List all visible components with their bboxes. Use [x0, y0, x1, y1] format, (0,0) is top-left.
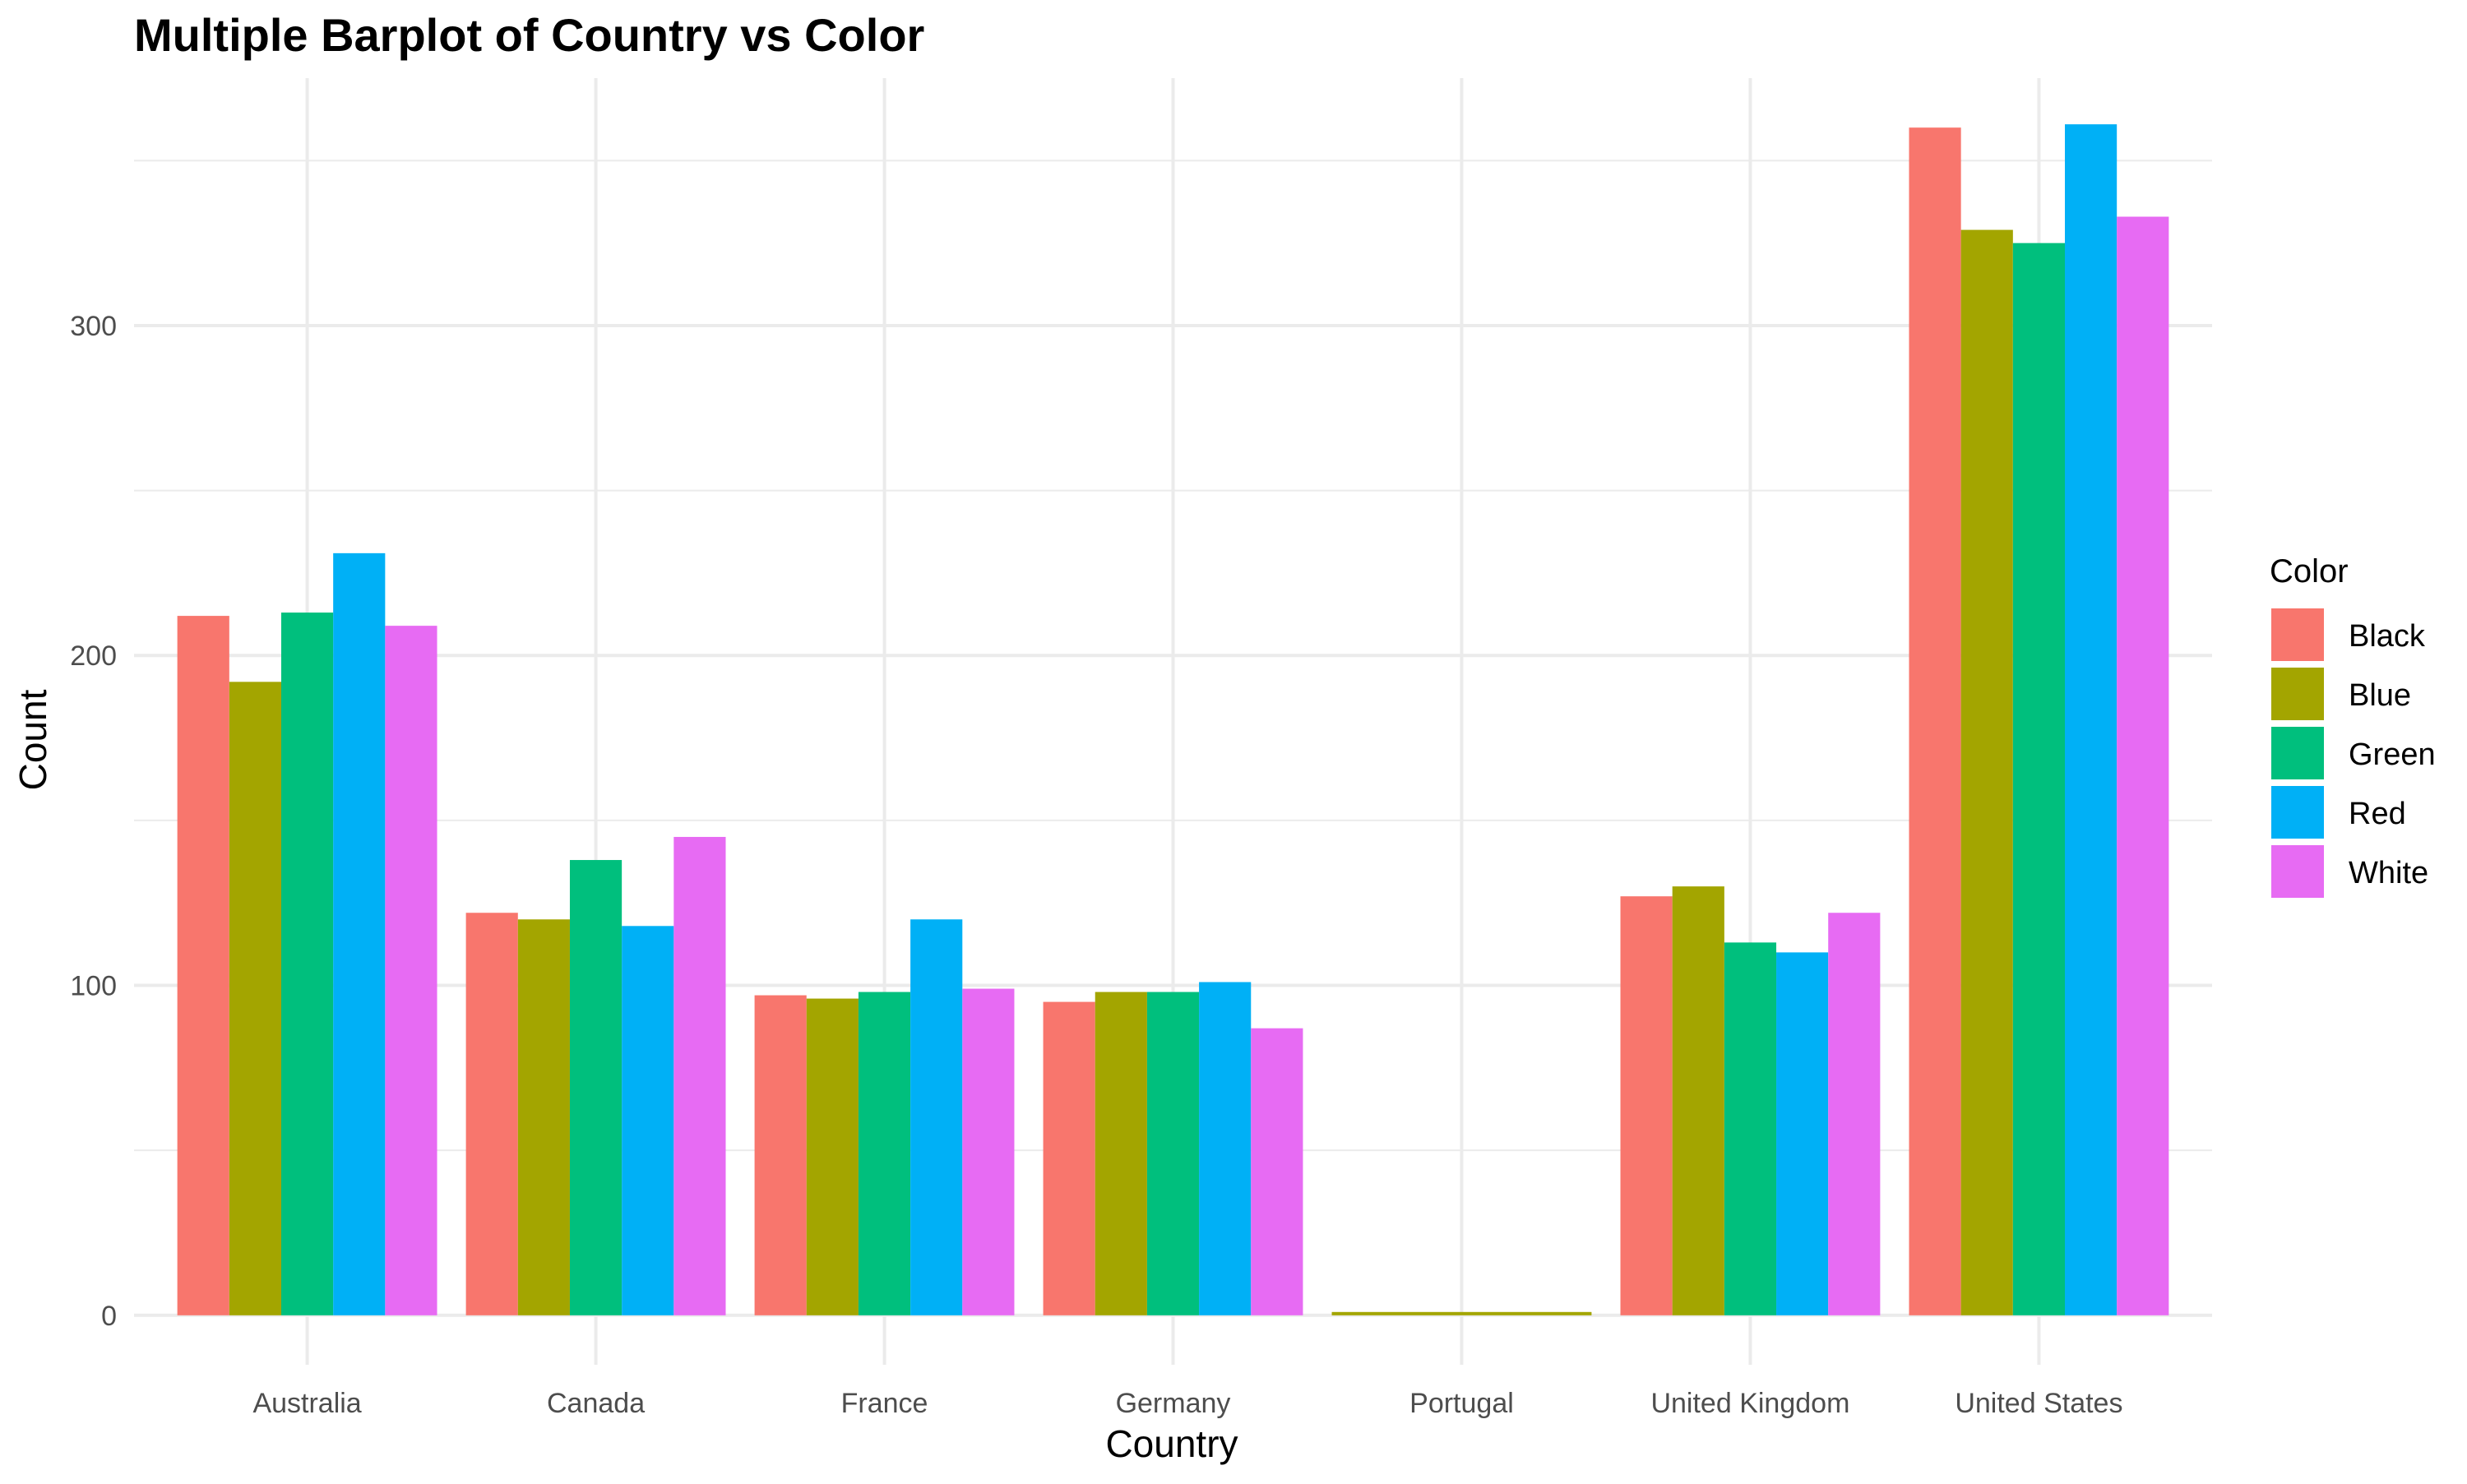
bar-germany-black [1043, 1001, 1095, 1315]
bar-germany-green [1146, 992, 1200, 1315]
legend-title: Color [2270, 553, 2349, 589]
x-axis-title: Country [1105, 1422, 1238, 1465]
bar-france-white [962, 988, 1015, 1315]
y-tick-label: 200 [70, 640, 117, 672]
bars [177, 124, 2169, 1315]
legend-label-green: Green [2349, 737, 2436, 772]
y-tick-labels: 0 100 200 300 [70, 311, 117, 1332]
bar-united-states-white [2117, 216, 2169, 1315]
legend-key-white [2271, 845, 2324, 898]
bar-france-blue [806, 998, 859, 1315]
legend-label-blue: Blue [2349, 678, 2411, 713]
bar-canada-green [569, 860, 623, 1315]
legend-label-black: Black [2349, 619, 2426, 654]
x-tick-label: Germany [1116, 1388, 1231, 1419]
y-axis-title: Count [12, 689, 54, 790]
bar-germany-white [1251, 1028, 1303, 1315]
legend-label-white: White [2349, 856, 2428, 890]
y-tick-label: 100 [70, 971, 117, 1002]
bar-united-kingdom-red [1776, 952, 1829, 1315]
bar-canada-black [465, 913, 518, 1315]
x-tick-label: United Kingdom [1650, 1388, 1849, 1419]
legend-key-red [2271, 786, 2324, 839]
legend-key-blue [2271, 668, 2324, 720]
bar-united-states-black [1909, 127, 1961, 1315]
bar-united-states-blue [1960, 229, 2013, 1315]
bar-australia-green [280, 613, 334, 1315]
bar-canada-red [622, 926, 674, 1315]
bar-canada-white [673, 836, 726, 1315]
x-tick-label: Canada [547, 1388, 645, 1419]
bar-united-kingdom-blue [1672, 886, 1724, 1315]
bar-france-red [910, 919, 963, 1315]
bar-portugal-blue [1331, 1311, 1592, 1315]
y-tick-label: 300 [70, 311, 117, 342]
x-tick-labels: Australia Canada France Germany Portugal Unit… [252, 1388, 2122, 1419]
bar-australia-black [177, 616, 229, 1315]
bar-united-kingdom-white [1828, 913, 1881, 1315]
bar-australia-red [333, 552, 386, 1315]
bar-france-green [858, 992, 911, 1315]
bar-australia-blue [229, 682, 281, 1315]
legend-key-black [2271, 608, 2324, 661]
bar-france-black [754, 995, 807, 1315]
bar-united-states-red [2065, 124, 2118, 1315]
bar-united-kingdom-green [1724, 942, 1777, 1315]
bar-united-states-green [2012, 243, 2066, 1315]
x-tick-label: France [841, 1388, 928, 1419]
x-tick-label: Portugal [1409, 1388, 1514, 1419]
y-tick-label: 0 [101, 1301, 117, 1332]
legend-label-red: Red [2349, 797, 2406, 831]
legend: Color Black Blue Green Red White [2270, 553, 2436, 898]
x-tick-label: Australia [252, 1388, 361, 1419]
legend-key-green [2271, 727, 2324, 779]
bar-germany-red [1199, 982, 1252, 1315]
bar-united-kingdom-black [1620, 896, 1673, 1315]
bar-germany-blue [1095, 992, 1147, 1315]
x-tick-label: United States [1955, 1388, 2122, 1419]
chart-title: Multiple Barplot of Country vs Color [134, 9, 924, 61]
bar-australia-white [385, 626, 437, 1315]
bar-canada-blue [517, 919, 570, 1315]
